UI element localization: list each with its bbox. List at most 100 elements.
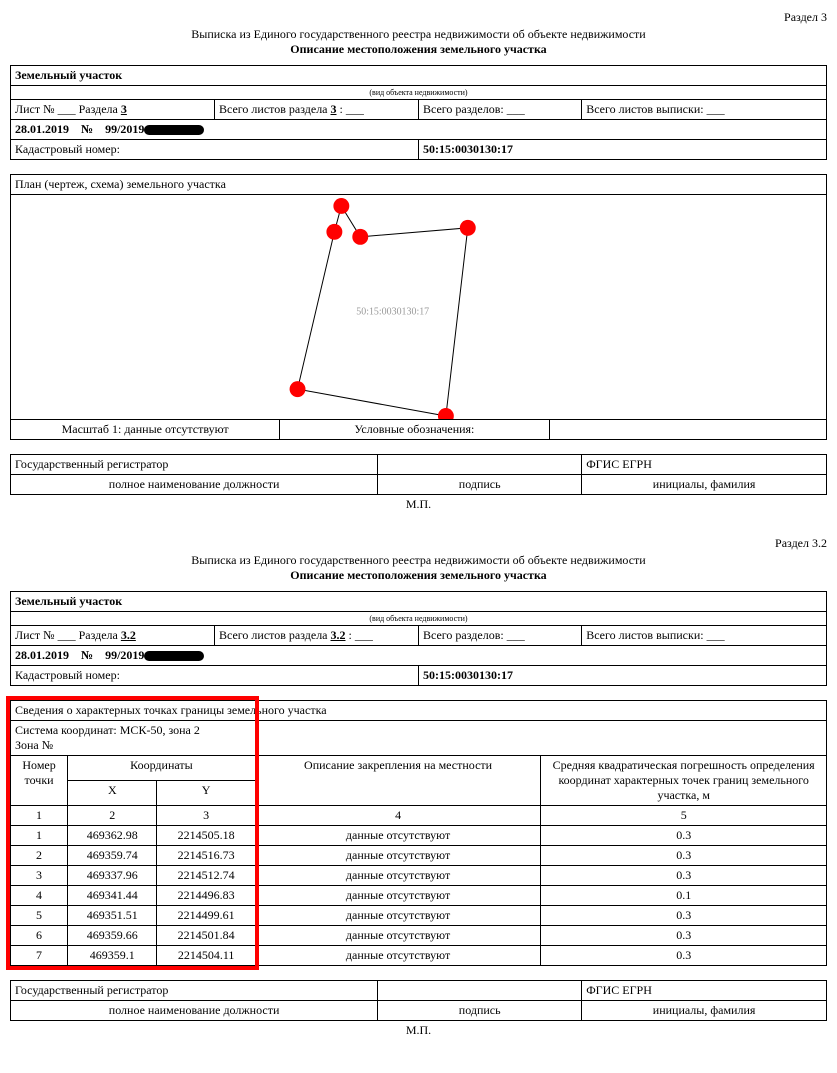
total-sheets-num-32: 3.2 [331,628,346,642]
col-x: X [68,781,157,806]
fgis-cell-32: ФГИС ЕГРН [582,981,827,1001]
table-cell: 469337.96 [68,866,157,886]
table-row: 7469359.12214504.11данные отсутствуют0.3 [11,946,827,966]
table-cell: 1 [11,826,68,846]
table-cell: данные отсутствуют [255,906,541,926]
initials-cell: инициалы, фамилия [582,475,827,495]
idx-2: 2 [68,806,157,826]
table-cell: 3 [11,866,68,886]
table-cell: 5 [11,906,68,926]
section3-subtitle: Описание местоположения земельного участ… [10,42,827,57]
table-row: 4469341.442214496.83данные отсутствуют0.… [11,886,827,906]
col-desc: Описание закрепления на местности [255,756,541,806]
mp-label-32: М.П. [10,1023,827,1038]
col-err: Средняя квадратическая погрешность опред… [541,756,827,806]
plan-svg: 50:15:0030130:17 [11,195,826,419]
section32-header-table: Земельный участок (вид объекта недвижимо… [10,591,827,686]
table-cell: 2214504.11 [157,946,255,966]
signature-cell: подпись [378,475,582,495]
registrar-cell: Государственный регистратор [11,455,378,475]
svg-text:50:15:0030130:17: 50:15:0030130:17 [356,306,429,317]
mp-label-3: М.П. [10,497,827,512]
doc-date-32: 28.01.2019 [15,648,69,662]
table-cell: 0.3 [541,906,827,926]
table-cell: 0.3 [541,946,827,966]
col-num: Номер точки [11,756,68,806]
col-coords: Координаты [68,756,256,781]
legend-empty-cell [549,420,826,440]
cad-label-cell-32: Кадастровый номер: [11,666,419,686]
table-cell: данные отсутствуют [255,846,541,866]
cad-label-cell: Кадастровый номер: [11,140,419,160]
num-prefix: 99/2019 [105,122,144,136]
table-cell: 2214512.74 [157,866,255,886]
table-cell: данные отсутствуют [255,866,541,886]
plan-table: План (чертеж, схема) земельного участка … [10,174,827,440]
sheet-list-label-32: Лист № ___ Раздела [15,628,121,642]
col-y: Y [157,781,255,806]
object-kind-note: (вид объекта недвижимости) [11,86,827,100]
table-row: 6469359.662214501.84данные отсутствуют0.… [11,926,827,946]
table-cell: 469359.1 [68,946,157,966]
table-cell: 7 [11,946,68,966]
section32-subtitle: Описание местоположения земельного участ… [10,568,827,583]
redacted-mark-32 [144,651,204,661]
section3-label: Раздел 3 [10,10,827,25]
plan-canvas-cell: 50:15:0030130:17 [11,195,827,420]
table-cell: 0.3 [541,846,827,866]
num-label-32: № [81,648,93,662]
sheet-list-cell: Лист № ___ Раздела 3 [11,100,215,120]
cad-number-cell-32: 50:15:0030130:17 [419,666,827,686]
table-cell: данные отсутствуют [255,926,541,946]
total-sections-cell-32: Всего разделов: ___ [419,626,582,646]
position-cell-32: полное наименование должности [11,1001,378,1021]
table-cell: 6 [11,926,68,946]
table-cell: 0.1 [541,886,827,906]
signature-table-3: Государственный регистратор ФГИС ЕГРН по… [10,454,827,495]
table-row: 1469362.982214505.18данные отсутствуют0.… [11,826,827,846]
sig-empty1 [378,455,582,475]
table-cell: данные отсутствуют [255,826,541,846]
initials-cell-32: инициалы, фамилия [582,1001,827,1021]
cad-number-cell: 50:15:0030130:17 [419,140,827,160]
date-num-cell-32: 28.01.2019 № 99/2019 [11,646,827,666]
registrar-cell-32: Государственный регистратор [11,981,378,1001]
table-cell: данные отсутствуют [255,886,541,906]
object-kind-note-32: (вид объекта недвижимости) [11,612,827,626]
signature-cell-32: подпись [378,1001,582,1021]
table-cell: 2214499.61 [157,906,255,926]
legend-cell: Условные обозначения: [280,420,549,440]
section3-header-table: Земельный участок (вид объекта недвижимо… [10,65,827,160]
table-cell: 0.3 [541,866,827,886]
table-cell: 2214501.84 [157,926,255,946]
sheet-list-cell-32: Лист № ___ Раздела 3.2 [11,626,215,646]
table-row: 5469351.512214499.61данные отсутствуют0.… [11,906,827,926]
total-sheets-cell: Всего листов раздела 3 : ___ [215,100,419,120]
plan-header-cell: План (чертеж, схема) земельного участка [11,175,827,195]
num-prefix-32: 99/2019 [105,648,144,662]
table-cell: 2 [11,846,68,866]
table-cell: 2214496.83 [157,886,255,906]
redacted-mark [144,125,204,135]
coord-system-cell: Система координат: МСК-50, зона 2 Зона № [11,721,827,756]
total-sheets-label: Всего листов раздела [219,102,331,116]
points-wrapper: Сведения о характерных точках границы зе… [10,700,827,966]
object-type-cell-32: Земельный участок [11,592,827,612]
total-extract-cell-32: Всего листов выписки: ___ [582,626,827,646]
table-row: 2469359.742214516.73данные отсутствуют0.… [11,846,827,866]
position-cell: полное наименование должности [11,475,378,495]
total-extract-cell: Всего листов выписки: ___ [582,100,827,120]
table-cell: 469341.44 [68,886,157,906]
table-row: 3469337.962214512.74данные отсутствуют0.… [11,866,827,886]
idx-3: 3 [157,806,255,826]
table-cell: 0.3 [541,826,827,846]
idx-1: 1 [11,806,68,826]
table-cell: 2214505.18 [157,826,255,846]
sig-empty1-32 [378,981,582,1001]
sheet-section-num: 3 [121,102,127,116]
section32-label: Раздел 3.2 [10,536,827,551]
table-cell: 2214516.73 [157,846,255,866]
num-label: № [81,122,93,136]
section32-title: Выписка из Единого государственного реес… [10,553,827,568]
section3-title: Выписка из Единого государственного реес… [10,27,827,42]
